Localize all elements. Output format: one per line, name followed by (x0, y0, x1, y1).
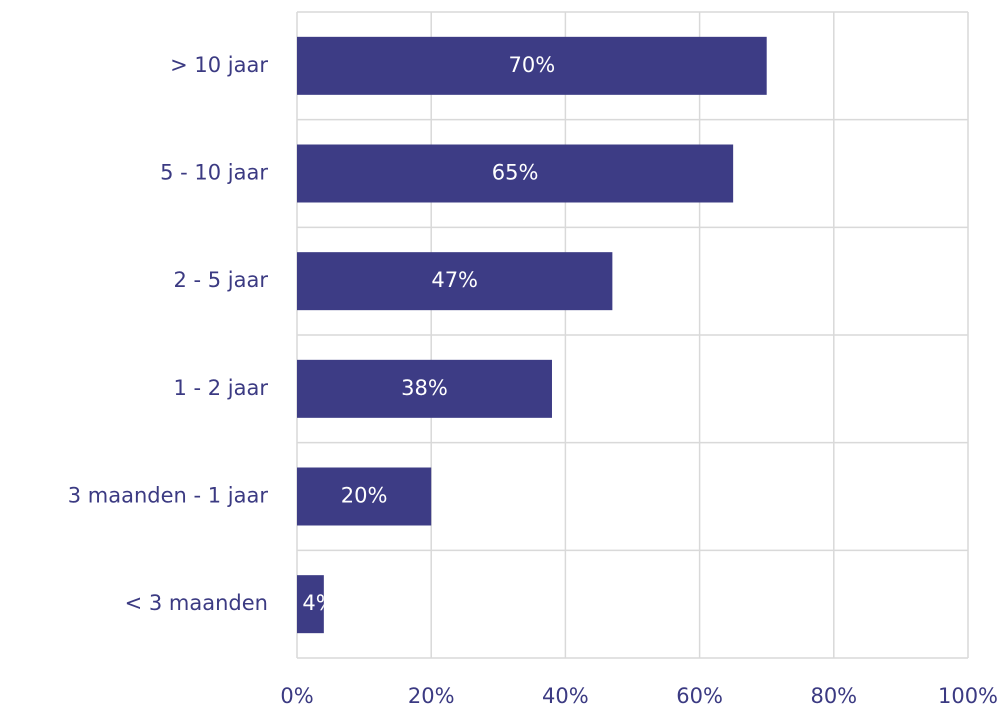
value-label: 20% (341, 484, 388, 508)
bar (297, 467, 432, 526)
value-label: 65% (492, 161, 539, 185)
bar (297, 144, 734, 203)
value-label: 38% (401, 376, 448, 400)
x-tick-label: 100% (938, 684, 998, 708)
bar (297, 36, 767, 95)
y-tick-label: 3 maanden - 1 jaar (68, 484, 269, 508)
x-tick-label: 40% (542, 684, 589, 708)
x-tick-label: 0% (280, 684, 313, 708)
value-label: 47% (431, 268, 478, 292)
bar (297, 252, 613, 311)
value-label: 70% (509, 53, 556, 77)
x-tick-label: 20% (408, 684, 455, 708)
y-tick-label: 2 - 5 jaar (173, 268, 268, 292)
x-tick-label: 80% (810, 684, 857, 708)
bar (297, 575, 324, 634)
value-label: 4% (302, 591, 335, 615)
bar (297, 359, 552, 418)
y-tick-label: 5 - 10 jaar (160, 161, 268, 185)
y-tick-label: > 10 jaar (170, 53, 268, 77)
y-tick-label: < 3 maanden (125, 591, 268, 615)
y-tick-label: 1 - 2 jaar (173, 376, 268, 400)
x-tick-label: 60% (676, 684, 723, 708)
